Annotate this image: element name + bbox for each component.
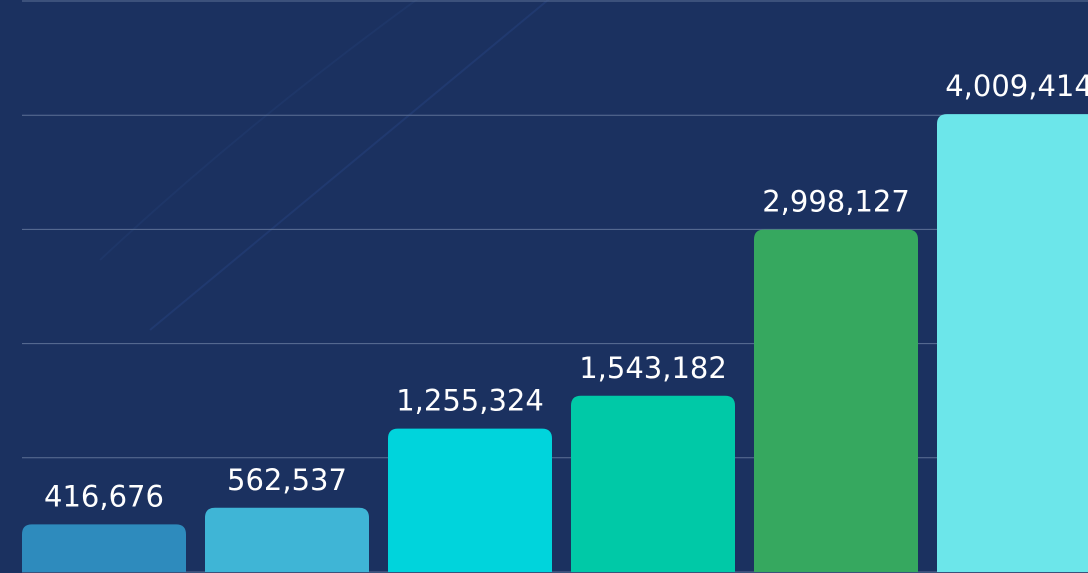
data-label: 1,255,324 — [396, 384, 544, 418]
data-label: 1,543,182 — [579, 351, 727, 385]
bar — [22, 524, 186, 572]
decoration — [99, 0, 418, 261]
bar — [754, 229, 918, 572]
decoration — [149, 0, 550, 331]
bar — [937, 114, 1088, 572]
data-label: 4,009,414 — [945, 69, 1088, 103]
data-label: 562,537 — [227, 463, 347, 497]
bar — [388, 428, 552, 572]
bar — [205, 507, 369, 572]
data-label: 2,998,127 — [762, 185, 910, 219]
data-label: 416,676 — [44, 479, 164, 513]
bar — [571, 395, 735, 572]
